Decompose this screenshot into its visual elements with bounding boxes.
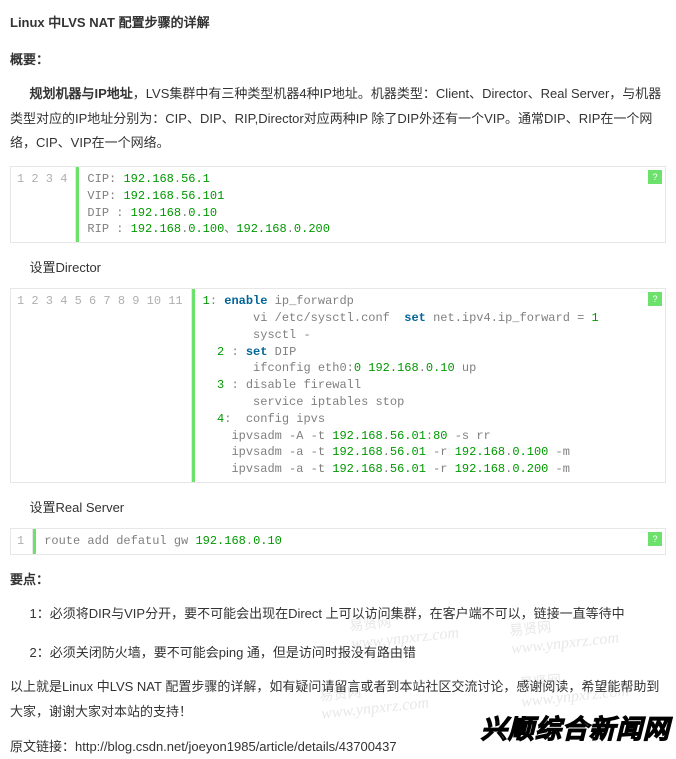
code-content: route add defatul gw 192.168.0.10 [33, 529, 665, 554]
realserver-heading: 设置Real Server [10, 497, 666, 516]
code-gutter: 1 2 3 4 5 6 7 8 9 10 11 [11, 289, 192, 482]
code-block-director: 1 2 3 4 5 6 7 8 9 10 11 1: enable ip_for… [10, 288, 666, 483]
code-content: CIP: 192.168.56.1 VIP: 192.168.56.101 DI… [76, 167, 665, 242]
copy-icon[interactable]: ? [648, 532, 662, 546]
closing-paragraph: 以上就是Linux 中LVS NAT 配置步骤的详解，如有疑问请留言或者到本站社… [10, 675, 666, 724]
points-heading: 要点： [10, 569, 666, 588]
intro-paragraph: 规划机器与IP地址，LVS集群中有三种类型机器4种IP地址。机器类型：Clien… [10, 82, 666, 156]
intro-lead: 规划机器与IP地址 [30, 86, 133, 101]
code-block-ips: 1 2 3 4 CIP: 192.168.56.1 VIP: 192.168.5… [10, 166, 666, 243]
source-link: 原文链接：http://blog.csdn.net/joeyon1985/art… [10, 735, 666, 759]
copy-icon[interactable]: ? [648, 170, 662, 184]
copy-icon[interactable]: ? [648, 292, 662, 306]
code-gutter: 1 [11, 529, 33, 554]
page-title: Linux 中LVS NAT 配置步骤的详解 [10, 12, 666, 31]
code-block-realserver: 1 route add defatul gw 192.168.0.10 ? [10, 528, 666, 555]
point-2: 2：必须关闭防火墙，要不可能会ping 通，但是访问时报没有路由错 [10, 641, 666, 666]
director-heading: 设置Director [10, 257, 666, 276]
point-1: 1：必须将DIR与VIP分开，要不可能会出现在Direct 上可以访问集群，在客… [10, 602, 666, 627]
code-gutter: 1 2 3 4 [11, 167, 76, 242]
overview-heading: 概要： [10, 49, 666, 68]
code-content: 1: enable ip_forwardp vi /etc/sysctl.con… [192, 289, 665, 482]
